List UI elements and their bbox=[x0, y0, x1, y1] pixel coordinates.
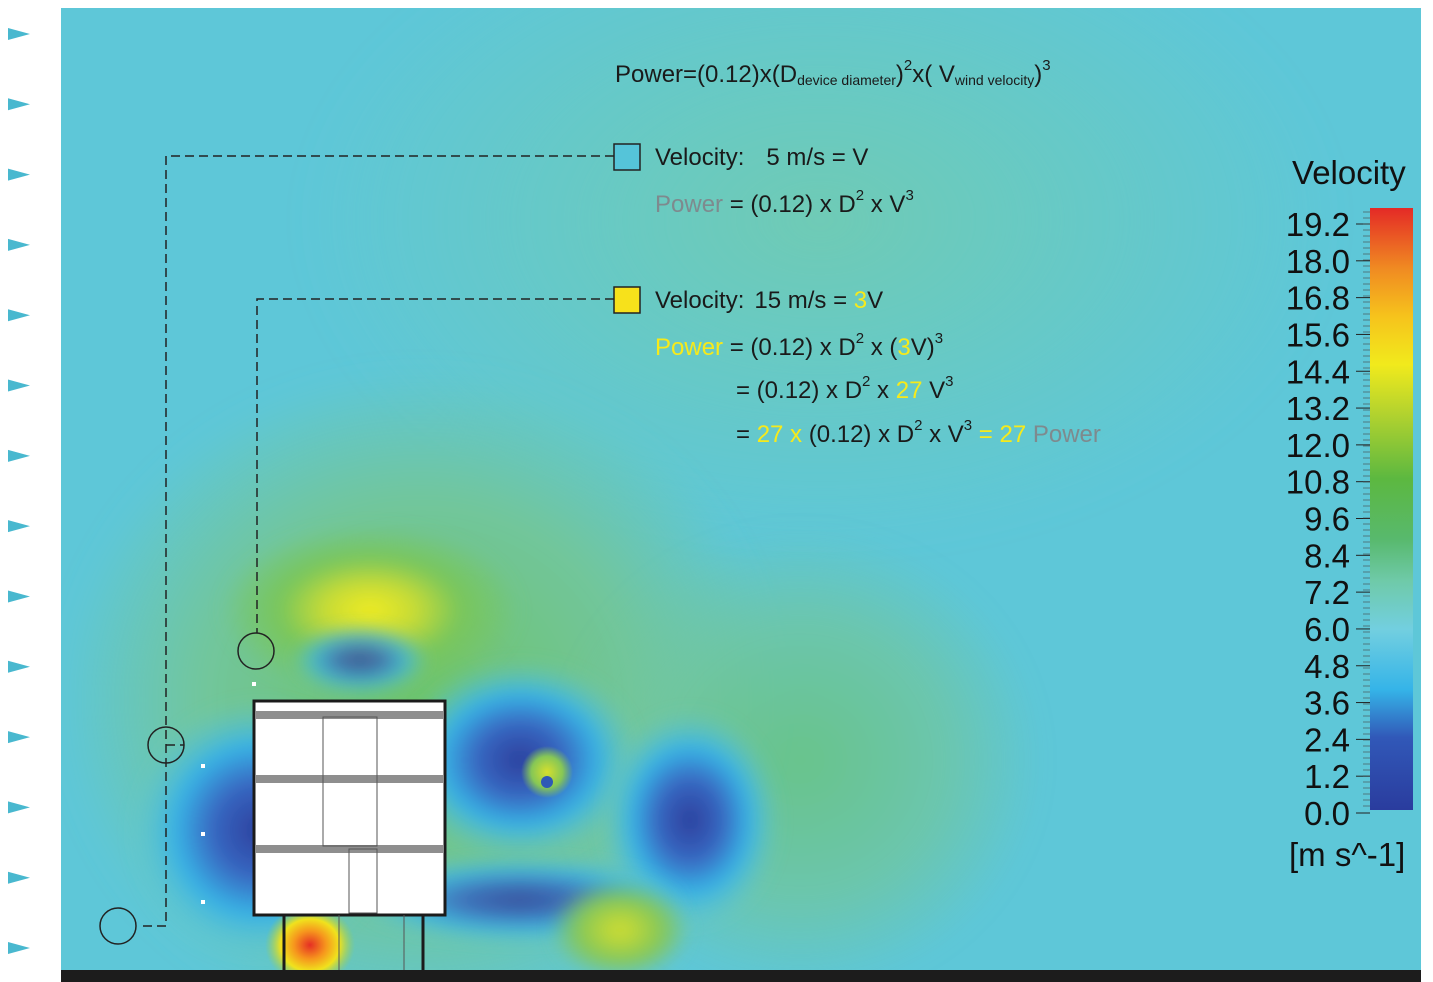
inflow-arrow-icon bbox=[8, 28, 30, 40]
inflow-arrow-icon bbox=[8, 731, 30, 744]
colorbar-tick-label: 4.8 bbox=[1304, 648, 1350, 685]
ground-line bbox=[61, 970, 1421, 982]
inflow-arrow-icon bbox=[8, 520, 30, 533]
probe2-power-line1: Power = (0.12) x D2 x (3V)3 bbox=[655, 330, 943, 361]
colorbar-tick-label: 10.8 bbox=[1286, 464, 1350, 501]
probe2-swatch bbox=[613, 286, 641, 314]
colorbar-tick-label: 13.2 bbox=[1286, 390, 1350, 427]
inflow-arrow-icon bbox=[8, 801, 30, 814]
colorbar: Velocity 19.218.016.815.614.413.212.010.… bbox=[1286, 154, 1413, 873]
probe1-power: Power = (0.12) x D2 x V3 bbox=[655, 187, 914, 218]
colorbar-ticks: 19.218.016.815.614.413.212.010.89.68.47.… bbox=[1286, 206, 1370, 832]
colorbar-tick-label: 14.4 bbox=[1286, 353, 1350, 390]
colorbar-tick-label: 16.8 bbox=[1286, 280, 1350, 317]
probe2-power-line2: = (0.12) x D2 x 27 V3 bbox=[736, 373, 953, 404]
inflow-arrow-icon bbox=[8, 660, 30, 673]
colorbar-tick-label: 6.0 bbox=[1304, 611, 1350, 648]
probe1-swatch bbox=[613, 143, 641, 171]
colorbar-unit: [m s^-1] bbox=[1289, 836, 1405, 873]
colorbar-title: Velocity bbox=[1292, 154, 1406, 191]
colorbar-tick-label: 7.2 bbox=[1304, 574, 1350, 611]
colorbar-tick-label: 2.4 bbox=[1304, 721, 1350, 758]
inflow-arrow-icon bbox=[8, 379, 30, 392]
inflow-arrow-icon bbox=[8, 168, 30, 181]
probe2-velocity: Velocity: 15 m/s = 3V bbox=[655, 287, 883, 314]
colorbar-tick-label: 0.0 bbox=[1304, 795, 1350, 832]
inflow-arrow-icon bbox=[8, 309, 30, 322]
inflow-arrow-icon bbox=[8, 871, 30, 884]
probe-circle-mid bbox=[147, 726, 185, 764]
colorbar-tick-label: 1.2 bbox=[1304, 758, 1350, 795]
colorbar-tick-label: 19.2 bbox=[1286, 206, 1350, 243]
probe-circle-ground bbox=[99, 907, 137, 945]
inflow-arrow-icon bbox=[8, 449, 30, 462]
colorbar-tick-label: 15.6 bbox=[1286, 316, 1350, 353]
inflow-arrows bbox=[8, 28, 30, 954]
colorbar-tick-label: 8.4 bbox=[1304, 537, 1350, 574]
inflow-arrow-icon bbox=[8, 942, 30, 954]
inflow-arrow-icon bbox=[8, 98, 30, 111]
colorbar-tick-label: 18.0 bbox=[1286, 243, 1350, 280]
probe-leaders bbox=[138, 155, 614, 927]
inflow-arrow-icon bbox=[8, 590, 30, 603]
power-formula: Power=(0.12)x(Ddevice diameter)2x( Vwind… bbox=[615, 57, 1051, 88]
inflow-arrow-icon bbox=[8, 238, 30, 251]
building bbox=[201, 682, 447, 970]
probe-circles bbox=[99, 632, 275, 945]
colorbar-gradient bbox=[1370, 208, 1413, 810]
probe-circle-roof bbox=[237, 632, 275, 670]
colorbar-tick-label: 3.6 bbox=[1304, 685, 1350, 722]
probe1-velocity: Velocity: 5 m/s = V bbox=[655, 144, 868, 171]
colorbar-tick-label: 9.6 bbox=[1304, 501, 1350, 538]
colorbar-tick-label: 12.0 bbox=[1286, 427, 1350, 464]
probe2-power-line3: = 27 x (0.12) x D2 x V3 = 27 Power bbox=[736, 417, 1101, 448]
